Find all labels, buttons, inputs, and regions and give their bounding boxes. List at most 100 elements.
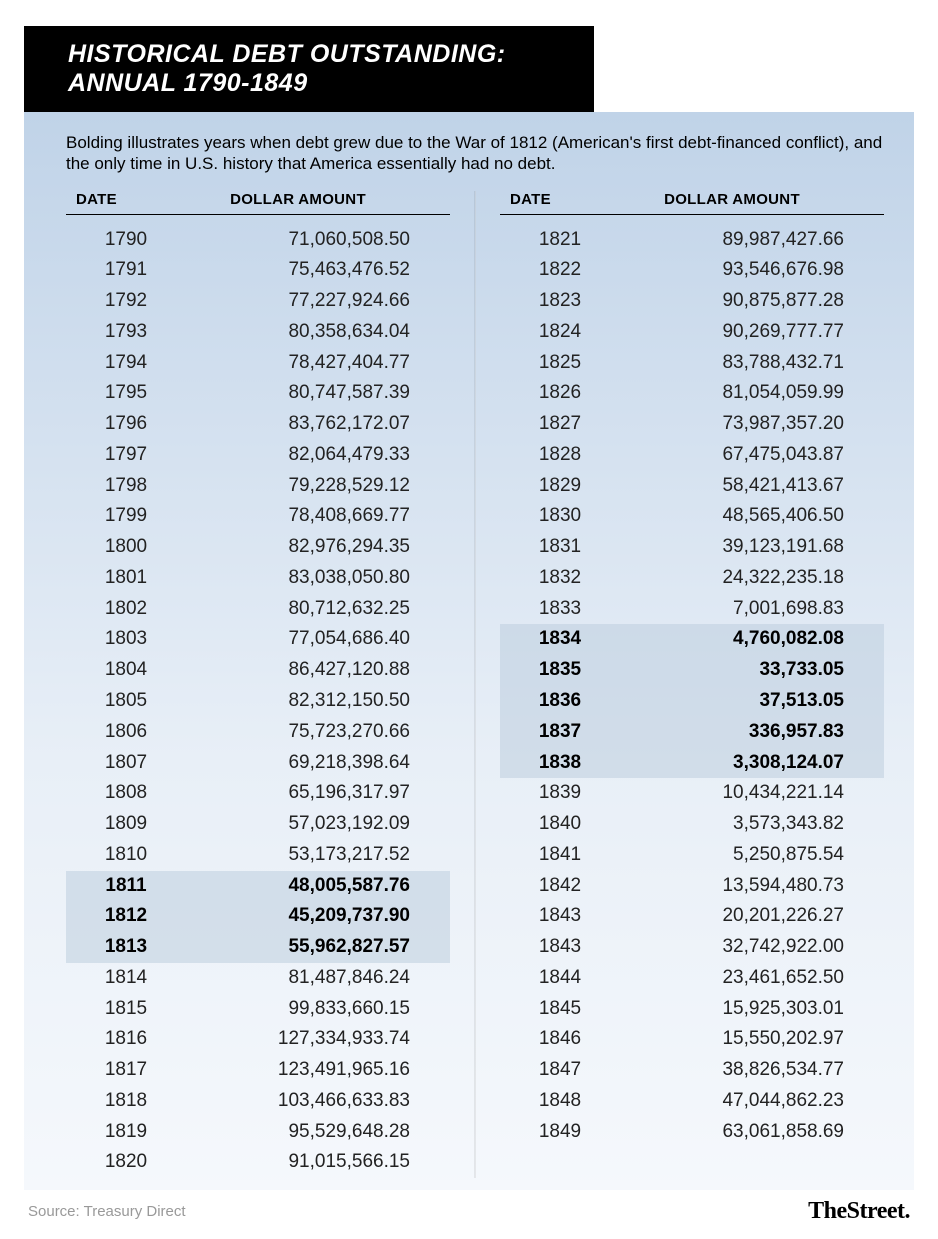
table-row: 183910,434,221.14 (500, 778, 884, 809)
cell-date: 1801 (66, 563, 186, 594)
cell-date: 1833 (500, 594, 620, 625)
footer: Source: Treasury Direct TheStreet. (0, 1190, 938, 1239)
table-row: 184615,550,202.97 (500, 1024, 884, 1055)
cell-date: 1843 (500, 932, 620, 963)
cell-date: 1847 (500, 1055, 620, 1086)
cell-amount: 80,358,634.04 (186, 317, 450, 348)
table-header: DATE DOLLAR AMOUNT (500, 191, 884, 215)
cell-amount: 77,227,924.66 (186, 286, 450, 317)
cell-amount: 78,408,669.77 (186, 501, 450, 532)
table-row: 182091,015,566.15 (66, 1147, 450, 1178)
table-row: 180769,218,398.64 (66, 748, 450, 779)
cell-date: 1798 (66, 471, 186, 502)
cell-amount: 80,747,587.39 (186, 378, 450, 409)
table-row: 184423,461,652.50 (500, 963, 884, 994)
cell-amount: 24,322,235.18 (620, 563, 884, 594)
cell-date: 1837 (500, 717, 620, 748)
cell-amount: 13,594,480.73 (620, 871, 884, 902)
cell-date: 1845 (500, 994, 620, 1025)
cell-date: 1811 (66, 871, 186, 902)
left-column: DATE DOLLAR AMOUNT 179071,060,508.501791… (66, 191, 450, 1179)
cell-date: 1818 (66, 1086, 186, 1117)
cell-amount: 91,015,566.15 (186, 1147, 450, 1178)
table-row: 18403,573,343.82 (500, 809, 884, 840)
table-row: 180957,023,192.09 (66, 809, 450, 840)
cell-date: 1796 (66, 409, 186, 440)
cell-date: 1799 (66, 501, 186, 532)
cell-amount: 32,742,922.00 (620, 932, 884, 963)
cell-date: 1820 (66, 1147, 186, 1178)
brand-logo: TheStreet. (808, 1198, 910, 1225)
cell-date: 1848 (500, 1086, 620, 1117)
cell-amount: 75,723,270.66 (186, 717, 450, 748)
table-row: 182583,788,432.71 (500, 348, 884, 379)
cell-date: 1836 (500, 686, 620, 717)
table-row: 183048,565,406.50 (500, 501, 884, 532)
cell-amount: 81,054,059.99 (620, 378, 884, 409)
cell-amount: 15,925,303.01 (620, 994, 884, 1025)
cell-amount: 58,421,413.67 (620, 471, 884, 502)
cell-date: 1843 (500, 901, 620, 932)
cell-amount: 89,987,427.66 (620, 225, 884, 256)
cell-date: 1849 (500, 1117, 620, 1148)
table-row: 182293,546,676.98 (500, 255, 884, 286)
cell-date: 1844 (500, 963, 620, 994)
cell-date: 1828 (500, 440, 620, 471)
table-row: 179175,463,476.52 (66, 255, 450, 286)
cell-date: 1807 (66, 748, 186, 779)
cell-amount: 15,550,202.97 (620, 1024, 884, 1055)
cell-amount: 55,962,827.57 (186, 932, 450, 963)
table-row: 179478,427,404.77 (66, 348, 450, 379)
left-table-body: 179071,060,508.50179175,463,476.52179277… (66, 225, 450, 1179)
cell-amount: 4,760,082.08 (620, 624, 884, 655)
cell-date: 1834 (500, 624, 620, 655)
cell-date: 1793 (66, 317, 186, 348)
cell-amount: 99,833,660.15 (186, 994, 450, 1025)
cell-amount: 83,762,172.07 (186, 409, 450, 440)
table-row: 184963,061,858.69 (500, 1117, 884, 1148)
cell-date: 1791 (66, 255, 186, 286)
cell-date: 1817 (66, 1055, 186, 1086)
cell-date: 1813 (66, 932, 186, 963)
cell-date: 1824 (500, 317, 620, 348)
table-row: 180082,976,294.35 (66, 532, 450, 563)
cell-amount: 63,061,858.69 (620, 1117, 884, 1148)
cell-date: 1794 (66, 348, 186, 379)
cell-date: 1825 (500, 348, 620, 379)
table-header: DATE DOLLAR AMOUNT (66, 191, 450, 215)
cell-amount: 79,228,529.12 (186, 471, 450, 502)
table-row: 179879,228,529.12 (66, 471, 450, 502)
cell-amount: 123,491,965.16 (186, 1055, 450, 1086)
cell-amount: 47,044,862.23 (620, 1086, 884, 1117)
cell-amount: 3,573,343.82 (620, 809, 884, 840)
subtitle: Bolding illustrates years when debt grew… (66, 132, 884, 175)
cell-date: 1797 (66, 440, 186, 471)
cell-amount: 81,487,846.24 (186, 963, 450, 994)
cell-amount: 78,427,404.77 (186, 348, 450, 379)
cell-amount: 38,826,534.77 (620, 1055, 884, 1086)
cell-date: 1806 (66, 717, 186, 748)
table-row: 184332,742,922.00 (500, 932, 884, 963)
table-row: 181481,487,846.24 (66, 963, 450, 994)
cell-date: 1823 (500, 286, 620, 317)
cell-date: 1840 (500, 809, 620, 840)
cell-amount: 82,312,150.50 (186, 686, 450, 717)
table-row: 179978,408,669.77 (66, 501, 450, 532)
cell-amount: 82,064,479.33 (186, 440, 450, 471)
table-row: 181245,209,737.90 (66, 901, 450, 932)
table-row: 179277,227,924.66 (66, 286, 450, 317)
cell-date: 1802 (66, 594, 186, 625)
cell-amount: 23,461,652.50 (620, 963, 884, 994)
table-row: 179380,358,634.04 (66, 317, 450, 348)
cell-amount: 83,038,050.80 (186, 563, 450, 594)
table-row: 1818103,466,633.83 (66, 1086, 450, 1117)
table-row: 18383,308,124.07 (500, 748, 884, 779)
right-column: DATE DOLLAR AMOUNT 182189,987,427.661822… (500, 191, 884, 1179)
cell-date: 1826 (500, 378, 620, 409)
table-row: 181053,173,217.52 (66, 840, 450, 871)
cell-amount: 5,250,875.54 (620, 840, 884, 871)
cell-date: 1800 (66, 532, 186, 563)
cell-amount: 82,976,294.35 (186, 532, 450, 563)
header-amount: DOLLAR AMOUNT (620, 191, 884, 208)
table-row: 180582,312,150.50 (66, 686, 450, 717)
